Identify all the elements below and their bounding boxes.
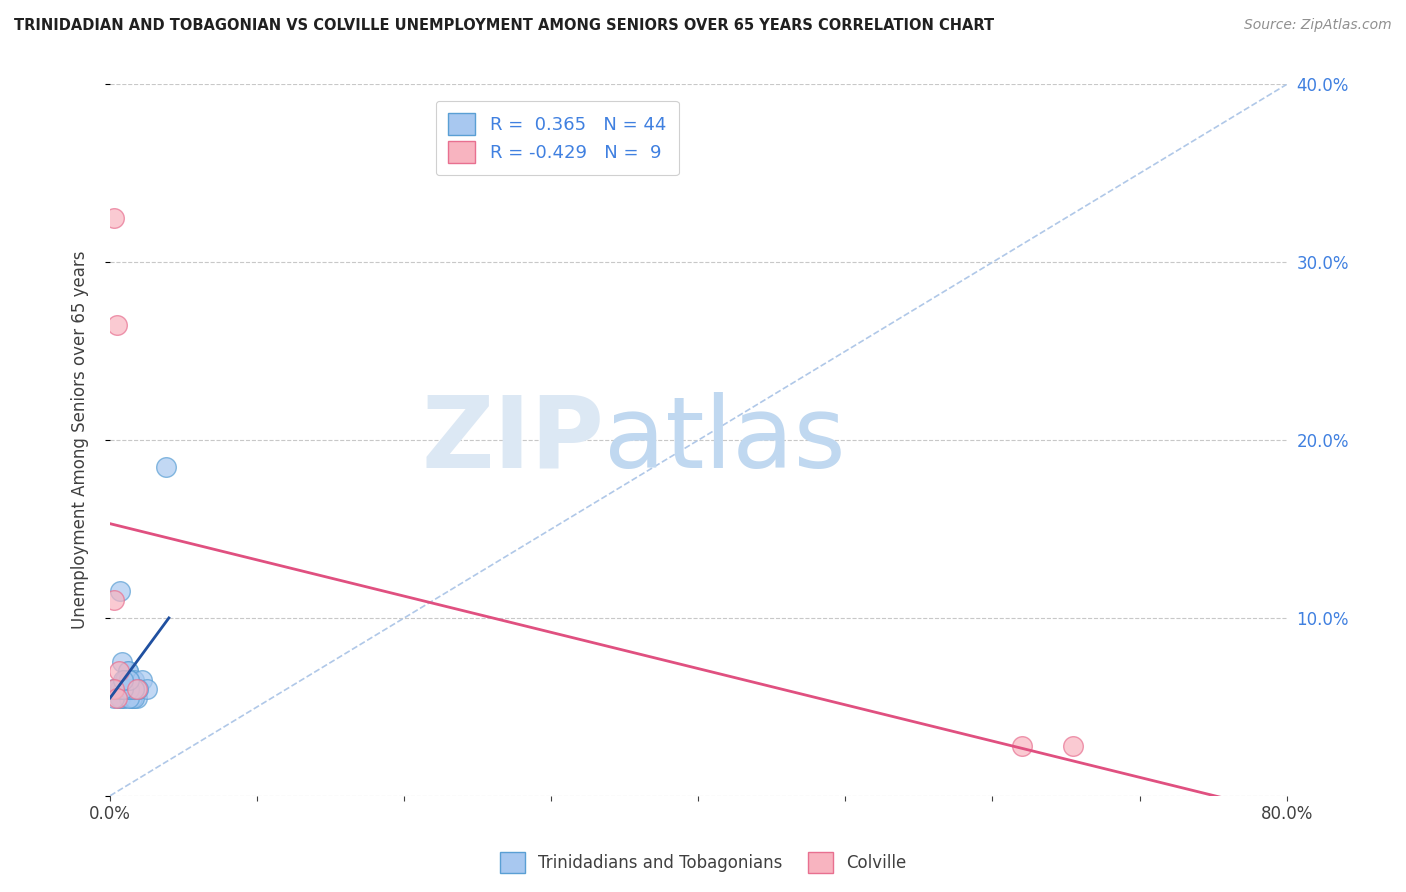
Point	[118, 673, 141, 688]
Point	[112, 681, 135, 696]
Point	[125, 681, 148, 696]
Point	[103, 593, 125, 607]
Point	[110, 584, 132, 599]
Point	[155, 459, 177, 474]
Point	[120, 681, 142, 696]
Text: TRINIDADIAN AND TOBAGONIAN VS COLVILLE UNEMPLOYMENT AMONG SENIORS OVER 65 YEARS : TRINIDADIAN AND TOBAGONIAN VS COLVILLE U…	[14, 18, 994, 33]
Point	[117, 665, 139, 679]
Point	[125, 681, 148, 696]
Point	[135, 681, 157, 696]
Point	[118, 681, 141, 696]
Point	[122, 681, 145, 696]
Text: Source: ZipAtlas.com: Source: ZipAtlas.com	[1244, 18, 1392, 32]
Point	[111, 690, 134, 705]
Point	[118, 673, 141, 688]
Point	[114, 673, 136, 688]
Point	[107, 690, 129, 705]
Point	[104, 681, 127, 696]
Point	[122, 681, 145, 696]
Point	[103, 211, 125, 225]
Point	[121, 690, 143, 705]
Point	[112, 681, 135, 696]
Point	[118, 673, 141, 688]
Point	[107, 681, 129, 696]
Point	[114, 673, 136, 688]
Point	[103, 690, 125, 705]
Point	[108, 665, 131, 679]
Point	[110, 681, 132, 696]
Point	[118, 690, 141, 705]
Point	[112, 681, 135, 696]
Point	[104, 681, 127, 696]
Point	[103, 681, 125, 696]
Point	[114, 681, 136, 696]
Point	[1011, 739, 1033, 753]
Text: atlas: atlas	[605, 392, 846, 489]
Point	[110, 681, 132, 696]
Point	[122, 690, 145, 705]
Legend: Trinidadians and Tobagonians, Colville: Trinidadians and Tobagonians, Colville	[494, 846, 912, 880]
Point	[103, 681, 125, 696]
Point	[110, 690, 132, 705]
Point	[107, 318, 129, 332]
Point	[122, 673, 145, 688]
Point	[110, 690, 132, 705]
Point	[118, 681, 141, 696]
Point	[1062, 739, 1084, 753]
Point	[121, 690, 143, 705]
Point	[112, 673, 135, 688]
Point	[125, 690, 148, 705]
Point	[103, 681, 125, 696]
Point	[112, 681, 135, 696]
Text: ZIP: ZIP	[422, 392, 605, 489]
Point	[127, 681, 149, 696]
Point	[114, 690, 136, 705]
Legend: R =  0.365   N = 44, R = -0.429   N =  9: R = 0.365 N = 44, R = -0.429 N = 9	[436, 101, 679, 176]
Point	[131, 673, 153, 688]
Point	[127, 681, 149, 696]
Y-axis label: Unemployment Among Seniors over 65 years: Unemployment Among Seniors over 65 years	[72, 251, 89, 630]
Point	[117, 665, 139, 679]
Point	[111, 656, 134, 670]
